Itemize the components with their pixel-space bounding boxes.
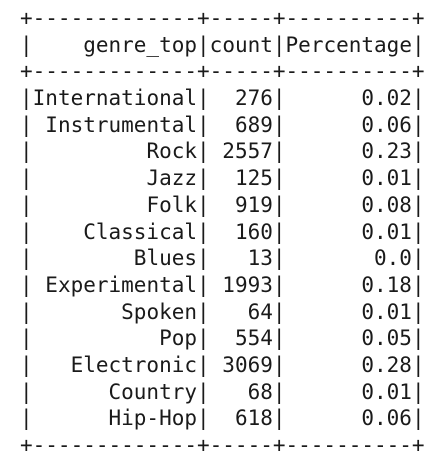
table-row: | Jazz| 125| 0.01|: [20, 166, 425, 191]
console-output: +-------------+-----+----------+ | genre_t…: [20, 5, 425, 459]
table-cell: 0.05: [361, 326, 412, 351]
table-cell: 919: [234, 192, 273, 217]
table-cell: Folk: [146, 192, 198, 217]
table-row: | Hip-Hop| 618| 0.06|: [20, 406, 425, 431]
table-cell: Spoken: [121, 299, 198, 324]
table-cell: Jazz: [146, 166, 198, 191]
table-row: | Electronic| 3069| 0.28|: [20, 352, 425, 377]
table-cell: 0.06: [361, 112, 412, 137]
table-border: +-------------+-----+----------+: [20, 433, 425, 457]
table-cell: Blues: [133, 246, 198, 271]
table-row: | Blues| 13| 0.0|: [20, 246, 425, 271]
table-border: +-------------+-----+----------+: [20, 6, 425, 30]
table-border: +-------------+-----+----------+: [20, 59, 425, 84]
table-row: | Classical| 160| 0.01|: [20, 219, 425, 244]
table-cell: Classical: [83, 219, 198, 244]
column-header: Percentage: [285, 32, 412, 57]
table-cell: 618: [234, 406, 273, 431]
table-cell: 13: [247, 246, 273, 271]
table-cell: 125: [234, 166, 273, 191]
table-cell: 64: [247, 299, 273, 324]
table-row: | Spoken| 64| 0.01|: [20, 299, 425, 324]
table-cell: Country: [108, 379, 198, 404]
table-cell: 0.06: [361, 406, 412, 431]
table-cell: 0.28: [361, 352, 412, 377]
table-cell: 0.08: [361, 192, 412, 217]
table-cell: Experimental: [45, 272, 198, 297]
table-cell: 689: [234, 112, 273, 137]
table-cell: Pop: [159, 326, 198, 351]
table-cell: Instrumental: [45, 112, 198, 137]
table-row: | Folk| 919| 0.08|: [20, 192, 425, 217]
table-row: | Experimental| 1993| 0.18|: [20, 272, 425, 297]
table-cell: 0.18: [361, 272, 412, 297]
table-row: | Country| 68| 0.01|: [20, 379, 425, 404]
header-row: | genre_top|count|Percentage|: [20, 32, 425, 57]
table-cell: 0.0: [374, 246, 412, 271]
table-cell: 0.01: [361, 379, 412, 404]
column-header: count: [209, 32, 273, 57]
table-cell: 160: [234, 219, 273, 244]
table-cell: Rock: [146, 139, 198, 164]
table-cell: International: [32, 86, 198, 111]
column-header: genre_top: [83, 32, 198, 57]
table-cell: 276: [234, 86, 273, 111]
table-cell: 68: [247, 379, 273, 404]
table-row: | Pop| 554| 0.05|: [20, 326, 425, 351]
table-cell: 2557: [222, 139, 273, 164]
table-cell: 0.01: [361, 219, 412, 244]
table-row: | Rock| 2557| 0.23|: [20, 139, 425, 164]
table-cell: 0.23: [361, 139, 412, 164]
table-row: | Instrumental| 689| 0.06|: [20, 112, 425, 137]
table-row: |International| 276| 0.02|: [20, 86, 425, 111]
table-cell: 0.01: [361, 166, 412, 191]
table-cell: 3069: [222, 352, 273, 377]
table-cell: 1993: [222, 272, 273, 297]
table-cell: 554: [234, 326, 273, 351]
table-cell: Hip-Hop: [108, 406, 198, 431]
table-cell: 0.01: [361, 299, 412, 324]
table-cell: Electronic: [70, 352, 198, 377]
table-cell: 0.02: [361, 86, 412, 111]
